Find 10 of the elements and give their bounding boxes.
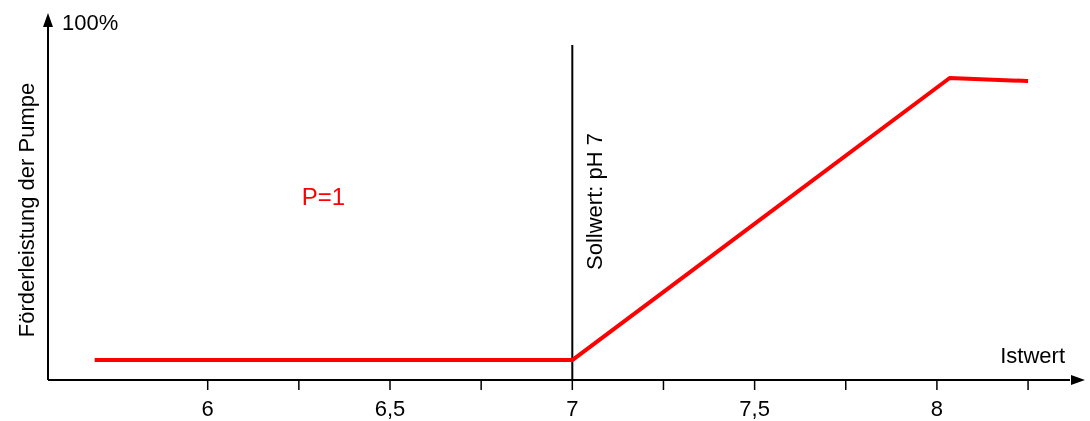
- text: 100%: [62, 10, 119, 35]
- x-tick-label: 7,5: [739, 396, 770, 421]
- x-tick-label: 6,5: [374, 396, 406, 421]
- x-tick-label: 8: [930, 396, 944, 421]
- y-axis-title: Förderleistung der Pumpe: [14, 82, 39, 338]
- x-axis-title: Istwert: [1000, 343, 1065, 368]
- text: P=1: [301, 183, 346, 210]
- x-tick-label: 7: [566, 396, 579, 421]
- x-tick-label: 6: [201, 396, 214, 421]
- ref-line-label: Sollwert: pH 7: [582, 133, 608, 270]
